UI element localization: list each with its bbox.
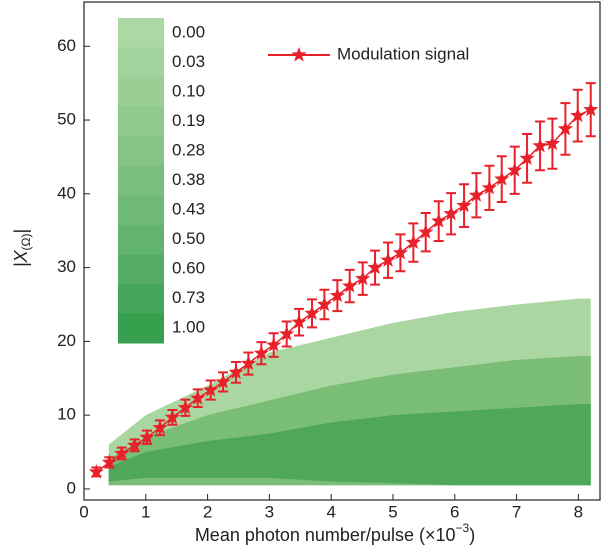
star-marker — [316, 296, 332, 311]
colorbar-cell — [118, 47, 164, 78]
x-tick-label: 3 — [265, 502, 274, 521]
star-marker — [380, 252, 396, 267]
star-marker — [291, 314, 307, 329]
y-label-text: |X — [11, 249, 31, 267]
colorbar-cell — [118, 195, 164, 226]
star-marker — [481, 179, 497, 195]
star-marker — [355, 270, 371, 286]
x-tick-label: 2 — [203, 502, 212, 521]
series-line — [95, 109, 592, 473]
colorbar-label: 1.00 — [172, 318, 205, 337]
star-marker — [456, 197, 472, 213]
star-marker — [570, 107, 586, 123]
star-marker — [266, 337, 282, 352]
x-label-text: ) — [469, 525, 475, 545]
star-marker — [519, 150, 535, 165]
colorbar-cell — [118, 224, 164, 255]
star-marker — [152, 419, 168, 435]
plot-frame — [83, 1, 601, 501]
colorbar-label: 0.00 — [172, 22, 205, 41]
x-tick-label: 1 — [141, 502, 150, 521]
x-axis-label: Mean photon number/pulse (×10−3) — [195, 521, 475, 545]
star-marker — [253, 345, 269, 360]
colorbar-label: 0.60 — [172, 259, 205, 278]
axes: 0 1 2 3 4 5 6 7 8 0 10 20 30 40 50 60 — [57, 1, 601, 521]
x-tick-label: 4 — [326, 502, 335, 521]
star-marker — [507, 162, 523, 177]
star-marker — [544, 135, 561, 151]
x-label-text: Mean photon number/pulse (×10 — [195, 525, 456, 545]
y-tick-label: 40 — [57, 183, 76, 202]
y-tick-label: 20 — [57, 331, 76, 350]
star-marker — [443, 205, 459, 221]
colorbar-label: 0.10 — [172, 81, 205, 100]
y-axis-label: |X(Ω)| — [11, 229, 33, 267]
colorbar-cell — [118, 77, 164, 108]
colorbar-label: 0.73 — [172, 288, 205, 307]
colorbar-label: 0.43 — [172, 200, 205, 219]
star-marker — [114, 445, 130, 460]
colorbar-label: 0.28 — [172, 140, 205, 159]
x-tick-label: 6 — [450, 502, 459, 521]
x-tick-label: 5 — [388, 502, 397, 521]
colorbar-cell — [118, 283, 164, 314]
star-marker — [177, 399, 193, 415]
marks: Modulation signal — [88, 44, 599, 479]
colorbar-cell — [118, 136, 164, 167]
star-marker — [342, 278, 358, 293]
star-marker — [190, 390, 206, 405]
x-tick-label: 0 — [79, 502, 88, 521]
star-marker — [468, 187, 485, 202]
star-marker — [279, 326, 295, 341]
star-marker — [583, 101, 599, 117]
star-marker — [203, 382, 219, 397]
y-tick-label: 10 — [57, 405, 76, 424]
colorbar-cell — [118, 313, 164, 344]
density-region — [108, 404, 591, 486]
star-marker — [557, 120, 574, 136]
star-marker — [127, 437, 143, 452]
y-tick-label: 60 — [57, 36, 76, 55]
star-marker — [418, 224, 434, 239]
legend-marker — [291, 47, 307, 62]
colorbar-label: 0.38 — [172, 170, 205, 189]
y-label-text: | — [11, 229, 31, 234]
star-marker — [164, 409, 180, 424]
star-marker — [139, 429, 155, 444]
colorbar-label: 0.03 — [172, 52, 205, 71]
colorbar-label: 0.50 — [172, 229, 205, 248]
colorbar-cell — [118, 254, 164, 285]
x-label-sup: −3 — [456, 521, 470, 535]
star-marker — [494, 171, 510, 186]
star-marker — [392, 244, 409, 260]
star-marker — [101, 454, 117, 469]
star-marker — [367, 259, 383, 275]
star-marker — [329, 287, 345, 303]
star-marker — [240, 355, 256, 370]
x-tick-label: 7 — [512, 502, 521, 521]
colorbar-cell — [118, 18, 164, 49]
star-marker — [215, 373, 231, 389]
star-marker — [304, 305, 320, 320]
y-tick-label: 30 — [57, 257, 76, 276]
legend-label: Modulation signal — [337, 44, 469, 63]
star-marker — [88, 463, 104, 479]
star-marker — [228, 364, 244, 379]
colorbar-cell — [118, 106, 164, 137]
colorbar-cell — [118, 165, 164, 196]
y-tick-label: 0 — [67, 478, 76, 497]
star-marker — [405, 234, 421, 249]
y-tick-label: 50 — [57, 110, 76, 129]
star-marker — [431, 213, 447, 228]
x-tick-label: 8 — [574, 502, 583, 521]
colorbar-label: 0.19 — [172, 111, 205, 130]
star-marker — [532, 137, 548, 153]
y-label-sub: (Ω) — [19, 234, 33, 251]
colorbar: 0.00 0.03 0.10 0.19 0.28 0.38 0.43 0.50 0.60 0.73… — [118, 18, 205, 344]
density — [108, 298, 591, 486]
